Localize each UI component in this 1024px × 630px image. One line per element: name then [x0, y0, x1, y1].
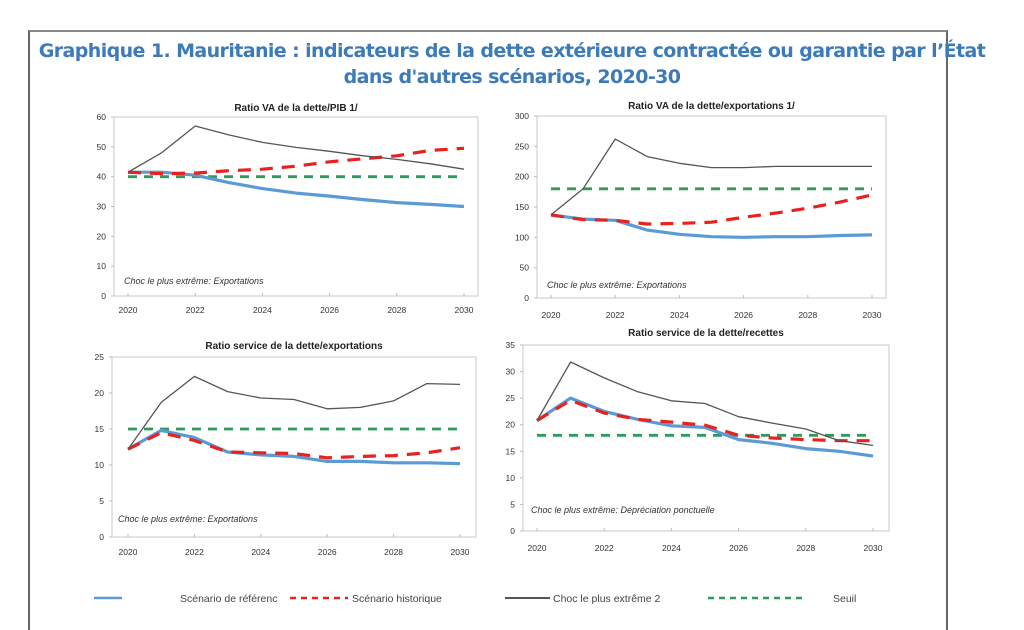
legend-label-shock: Choc le plus extrême 2 [553, 593, 661, 605]
y-tick-label: 0 [99, 532, 104, 542]
chart-annotation: Choc le plus extrême: Dépréciation ponct… [531, 505, 715, 515]
series-line-reference [127, 428, 461, 466]
series-line-shock [127, 125, 465, 173]
x-tick-label: 2030 [864, 543, 883, 553]
y-tick-label: 50 [97, 142, 107, 152]
legend-label-threshold: Seuil [833, 593, 856, 605]
chart-annotation: Choc le plus extrême: Exportations [547, 280, 687, 290]
series-line-shock [536, 361, 874, 447]
y-tick-label: 25 [506, 393, 516, 403]
chart-annotation: Choc le plus extrême: Exportations [118, 514, 258, 524]
y-tick-label: 150 [515, 202, 529, 212]
chart-panel-3: Ratio service de la dette/exportations 0 5… [95, 341, 477, 557]
y-tick-label: 20 [97, 231, 107, 241]
legend: Scénario de référenc Scénario historique C… [94, 593, 856, 605]
x-tick-label: 2026 [320, 305, 339, 315]
x-tick-label: 2020 [528, 543, 547, 553]
x-tick-label: 2028 [387, 305, 406, 315]
x-tick-label: 2022 [595, 543, 614, 553]
series-line-shock [550, 138, 872, 216]
figure-title: Graphique 1. Mauritanie : indicateurs de… [0, 38, 1024, 90]
y-tick-label: 200 [515, 172, 529, 182]
plot-area [522, 344, 890, 532]
chart-title: Ratio service de la dette/recettes [628, 328, 784, 339]
chart-title: Ratio VA de la dette/exportations 1/ [628, 101, 795, 112]
y-tick-label: 300 [515, 111, 529, 121]
series-line-historical [127, 431, 461, 460]
x-tick-label: 2022 [185, 547, 204, 557]
figure-frame [28, 30, 948, 630]
y-tick-label: 250 [515, 141, 529, 151]
y-tick-label: 0 [101, 291, 106, 301]
x-tick-label: 2020 [119, 547, 138, 557]
y-tick-label: 5 [99, 496, 104, 506]
figure-title-line-2: dans d'autres scénarios, 2020-30 [343, 66, 681, 88]
legend-label-historical: Scénario historique [352, 593, 442, 605]
x-tick-label: 2026 [734, 310, 753, 320]
y-tick-label: 10 [97, 261, 107, 271]
legend-label-reference: Scénario de référenc [180, 593, 277, 605]
x-tick-label: 2028 [796, 543, 815, 553]
x-tick-label: 2030 [451, 547, 470, 557]
x-tick-label: 2024 [253, 305, 272, 315]
y-tick-label: 15 [95, 424, 105, 434]
x-tick-label: 2030 [455, 305, 474, 315]
series-line-shock [127, 375, 461, 450]
chart-title: Ratio VA de la dette/PIB 1/ [234, 103, 358, 114]
plot-area [113, 116, 479, 297]
y-tick-label: 100 [515, 232, 529, 242]
x-tick-label: 2024 [670, 310, 689, 320]
y-tick-label: 50 [520, 263, 530, 273]
y-tick-label: 25 [95, 352, 105, 362]
y-tick-label: 20 [506, 420, 516, 430]
x-tick-label: 2022 [186, 305, 205, 315]
x-tick-label: 2030 [863, 310, 882, 320]
chart-panel-4: Ratio service de la dette/recettes 0 5 10 15… [506, 328, 890, 553]
y-tick-label: 5 [510, 499, 515, 509]
y-tick-label: 10 [95, 460, 105, 470]
figure-title-line-1: Graphique 1. Mauritanie : indicateurs de… [38, 40, 986, 62]
x-tick-label: 2024 [251, 547, 270, 557]
chart-panel-2: Ratio VA de la dette/exportations 1/0 50 1… [515, 101, 887, 320]
series-line-reference [550, 213, 873, 239]
y-tick-label: 35 [506, 340, 516, 350]
y-tick-label: 30 [506, 367, 516, 377]
plot-area [111, 356, 477, 538]
x-tick-label: 2022 [606, 310, 625, 320]
series-line-historical [550, 193, 873, 226]
x-tick-label: 2028 [384, 547, 403, 557]
x-tick-label: 2028 [798, 310, 817, 320]
x-tick-label: 2020 [542, 310, 561, 320]
y-tick-label: 40 [97, 172, 107, 182]
y-tick-label: 60 [97, 112, 107, 122]
plot-area [536, 115, 887, 299]
y-tick-label: 10 [506, 473, 516, 483]
chart-annotation: Choc le plus extrême: Exportations [124, 276, 264, 286]
x-tick-label: 2026 [318, 547, 337, 557]
series-line-historical [536, 398, 873, 443]
series-line-historical [127, 146, 465, 176]
x-tick-label: 2024 [662, 543, 681, 553]
y-tick-label: 20 [95, 388, 105, 398]
series-line-reference [536, 396, 874, 458]
y-tick-label: 30 [97, 202, 107, 212]
y-tick-label: 15 [506, 446, 516, 456]
chart-title: Ratio service de la dette/exportations [205, 341, 383, 352]
y-tick-label: 0 [510, 526, 515, 536]
chart-panel-1: Ratio VA de la dette/PIB 1/0102030405060… [97, 103, 479, 315]
x-tick-label: 2020 [119, 305, 138, 315]
y-tick-label: 0 [524, 293, 529, 303]
x-tick-label: 2026 [729, 543, 748, 553]
